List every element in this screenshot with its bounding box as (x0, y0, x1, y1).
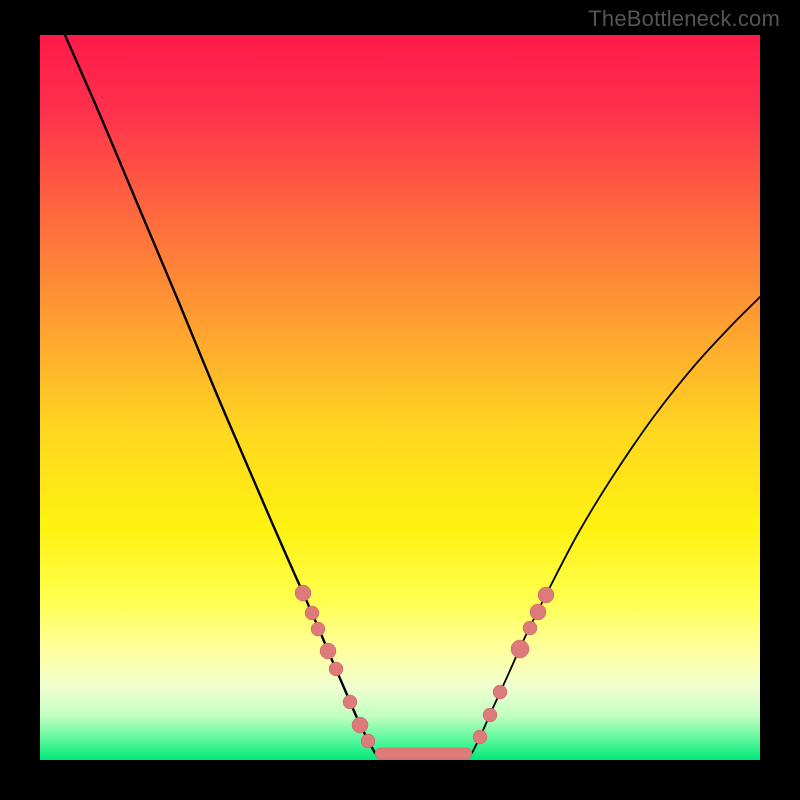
marker-left (320, 643, 336, 659)
marker-right (483, 708, 497, 722)
marker-left (311, 622, 325, 636)
marker-right (538, 587, 554, 603)
v-curve-chart (40, 35, 760, 760)
chart-container: { "watermark": "TheBottleneck.com", "cha… (0, 0, 800, 800)
marker-left (352, 717, 368, 733)
watermark-text: TheBottleneck.com (588, 6, 780, 32)
plot-area (40, 35, 760, 760)
marker-right (473, 730, 487, 744)
marker-left (295, 585, 311, 601)
marker-right (511, 640, 529, 658)
bottom-marker-bar (375, 748, 472, 759)
gradient-background (40, 35, 760, 760)
marker-right (523, 621, 537, 635)
marker-right (493, 685, 507, 699)
marker-left (343, 695, 357, 709)
marker-left (329, 662, 343, 676)
marker-left (305, 606, 319, 620)
marker-left (361, 734, 375, 748)
marker-right (530, 604, 546, 620)
